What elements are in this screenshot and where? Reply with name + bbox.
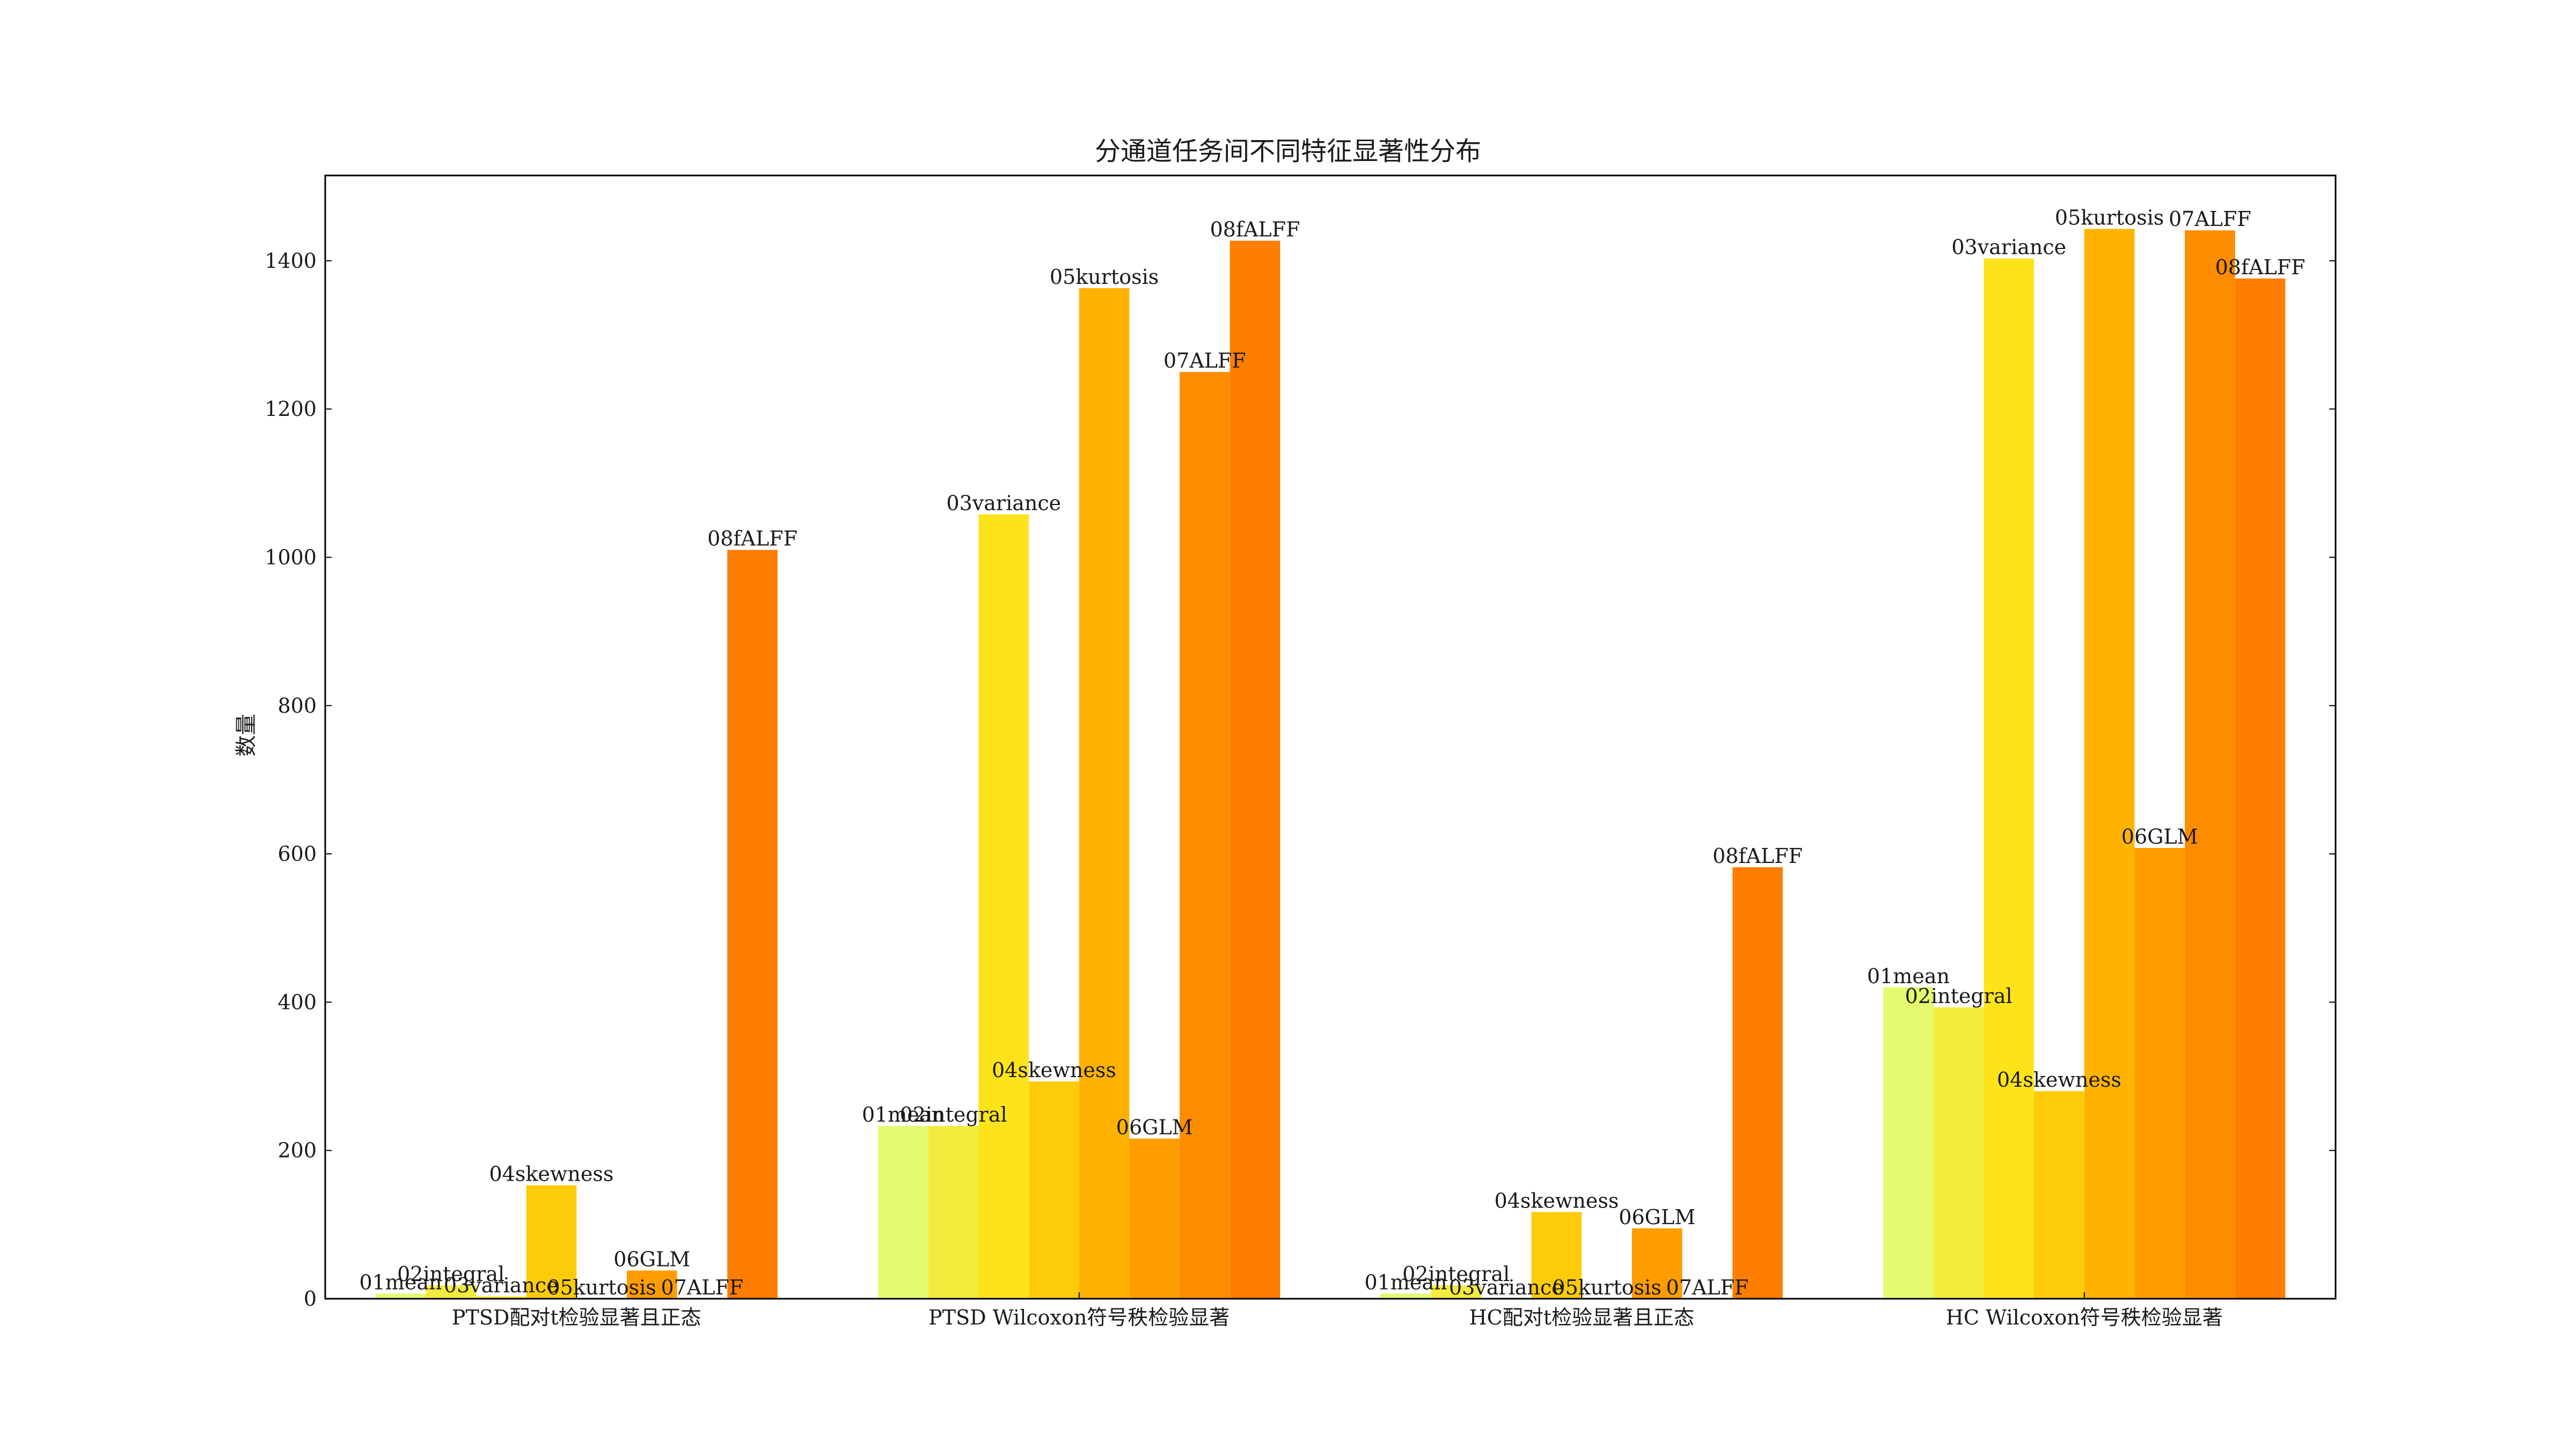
- bar-label: 04skewness: [1997, 1068, 2121, 1092]
- data-labels: 01mean02integral03variance04skewness05ku…: [359, 206, 2305, 1299]
- bar-label: 07ALFF: [2169, 207, 2251, 231]
- bar-label: 03variance: [946, 491, 1061, 515]
- x-category-label: PTSD配对t检验显著且正态: [452, 1306, 701, 1329]
- y-tick-label: 1000: [265, 545, 317, 569]
- bar-label: 04skewness: [489, 1162, 613, 1186]
- bar-label: 05kurtosis: [1050, 265, 1159, 289]
- x-axis: PTSD配对t检验显著且正态 PTSD Wilcoxon符号秩检验显著 HC配对t检…: [452, 1292, 2223, 1329]
- bar-label: 01mean: [1364, 1270, 1447, 1294]
- bar-01mean: [1380, 1293, 1431, 1299]
- bar-01mean: [375, 1293, 426, 1299]
- bar-07ALFF: [1180, 372, 1230, 1299]
- bar-07ALFF: [2185, 230, 2235, 1299]
- bar-label: 01mean: [862, 1103, 945, 1126]
- bar-03variance: [475, 1296, 526, 1299]
- chart-title: 分通道任务间不同特征显著性分布: [1095, 136, 1481, 166]
- bar-02integral: [1933, 1007, 1984, 1299]
- bar-label: 06GLM: [2121, 825, 2198, 848]
- bar-08fALFF: [727, 550, 778, 1299]
- y-tick-label: 400: [277, 990, 317, 1014]
- bar-label: 05kurtosis: [1552, 1276, 1661, 1299]
- bar-label: 07ALFF: [1666, 1276, 1748, 1299]
- bar-05kurtosis: [1079, 288, 1130, 1299]
- bar-label: 03variance: [444, 1274, 559, 1297]
- x-category-label: HC配对t检验显著且正态: [1469, 1306, 1695, 1329]
- y-tick-label: 600: [277, 842, 317, 866]
- bar-label: 08fALFF: [1713, 844, 1803, 868]
- bar-06GLM: [2134, 848, 2185, 1299]
- bar-06GLM: [1129, 1138, 1180, 1299]
- x-category-label: HC Wilcoxon符号秩检验显著: [1946, 1306, 2223, 1329]
- bar-06GLM: [626, 1270, 677, 1299]
- bar-02integral: [1431, 1285, 1481, 1299]
- bar-label: 04skewness: [1494, 1189, 1619, 1212]
- bar-04skewness: [2034, 1091, 2084, 1299]
- bar-label: 02integral: [397, 1262, 504, 1286]
- bars: [375, 229, 2286, 1299]
- bar-02integral: [426, 1285, 476, 1299]
- y-axis: 0 200 400 600 800 1000 1200 1400: [265, 249, 2336, 1311]
- bar-label: 03variance: [1951, 236, 2066, 259]
- bar-01mean: [878, 1126, 928, 1299]
- bar-label: 02integral: [900, 1103, 1007, 1126]
- bar-label: 03variance: [1449, 1276, 1564, 1299]
- bar-06GLM: [1631, 1228, 1682, 1299]
- y-tick-label: 1200: [265, 397, 317, 421]
- bar-08fALFF: [1732, 867, 1783, 1299]
- bar-02integral: [928, 1126, 979, 1299]
- bar-label: 08fALFF: [1210, 218, 1300, 241]
- y-tick-label: 0: [304, 1287, 317, 1311]
- bar-04skewness: [1531, 1212, 1582, 1299]
- bar-label: 08fALFF: [707, 527, 797, 551]
- bar-label: 07ALFF: [1163, 349, 1246, 372]
- bar-label: 01mean: [359, 1270, 442, 1294]
- plot-frame: [324, 174, 2337, 1300]
- bar-label: 05kurtosis: [547, 1276, 656, 1299]
- bar-01mean: [1883, 987, 1934, 1299]
- y-tick-label: 200: [277, 1139, 317, 1162]
- bar-label: 06GLM: [1619, 1205, 1695, 1229]
- bar-label: 02integral: [1905, 984, 2012, 1008]
- bar-label: 01mean: [1867, 964, 1950, 988]
- y-tick-label: 1400: [265, 249, 317, 273]
- y-axis-label: 数量: [234, 714, 259, 757]
- x-category-label: PTSD Wilcoxon符号秩检验显著: [928, 1306, 1230, 1329]
- bar-03variance: [1984, 258, 2035, 1299]
- bar-label: 06GLM: [1116, 1116, 1193, 1139]
- bar-label: 04skewness: [992, 1058, 1116, 1082]
- bar-03variance: [978, 514, 1029, 1299]
- bar-04skewness: [1029, 1081, 1079, 1299]
- bar-08fALFF: [1230, 240, 1280, 1299]
- bar-label: 06GLM: [613, 1248, 690, 1271]
- y-tick-label: 800: [277, 694, 317, 718]
- bar-08fALFF: [2235, 279, 2286, 1299]
- bar-label: 05kurtosis: [2055, 206, 2164, 229]
- bar-label: 02integral: [1402, 1262, 1510, 1286]
- bar-04skewness: [526, 1185, 577, 1299]
- bar-label: 08fALFF: [2215, 255, 2306, 279]
- bar-05kurtosis: [2084, 229, 2135, 1299]
- bar-label: 07ALFF: [661, 1276, 743, 1299]
